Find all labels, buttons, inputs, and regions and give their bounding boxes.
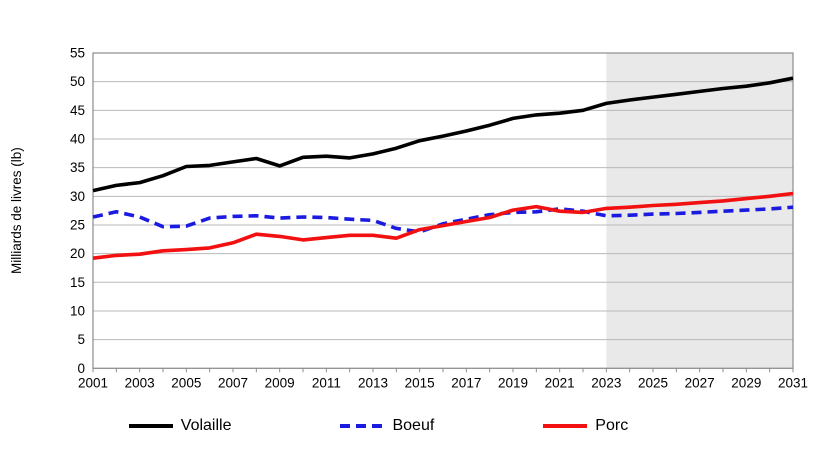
legend-label: Boeuf: [392, 417, 435, 434]
x-tick-label: 2007: [218, 375, 248, 390]
x-tick-label: 2005: [171, 375, 201, 390]
x-tick-label: 2025: [638, 375, 668, 390]
y-tick-label: 45: [70, 103, 85, 118]
x-tick-label: 2019: [498, 375, 528, 390]
series-line-volaille: [92, 76, 794, 193]
x-tick-label: 2009: [265, 375, 295, 390]
x-tick-label: 2021: [545, 375, 575, 390]
series-line-porc: [92, 191, 794, 260]
y-tick-label: 30: [70, 189, 85, 204]
y-tick-label: 25: [70, 217, 85, 232]
x-tick-label: 2031: [778, 375, 808, 390]
x-tick-label: 2015: [405, 375, 435, 390]
legend-swatch-porc-line: [543, 424, 588, 428]
legend-item-porc: Porc: [542, 417, 628, 435]
x-tick-label: 2027: [685, 375, 715, 390]
x-tick-label: 2029: [731, 375, 761, 390]
y-tick-label: 55: [70, 46, 85, 61]
y-tick-label: 15: [70, 275, 85, 290]
x-tick-label: 2013: [358, 375, 388, 390]
x-tick-label: 2011: [312, 375, 341, 390]
y-tick-label: 10: [70, 303, 85, 318]
legend-item-boeuf: Boeuf: [339, 417, 434, 435]
x-tick-label: 2023: [591, 375, 621, 390]
legend-label: Volaille: [180, 417, 232, 434]
legend-label: Porc: [595, 417, 629, 434]
x-tick-label: 2017: [451, 375, 481, 390]
y-tick-label: 50: [70, 74, 85, 89]
y-tick-label: 35: [70, 160, 85, 175]
y-tick-label: 0: [77, 361, 85, 376]
y-tick-label: 5: [77, 332, 85, 347]
legend-item-volaille: Volaille: [128, 417, 232, 435]
legend-swatch-volaille-line: [128, 424, 173, 428]
x-tick-label: 2001: [78, 375, 108, 390]
y-axis-title: Milliards de livres (lb): [9, 147, 24, 274]
x-tick-label: 2003: [125, 375, 155, 390]
legend-swatch-boeuf-line: [340, 424, 385, 428]
y-tick-label: 20: [70, 246, 85, 261]
chart-legend: Volaille Boeuf Porc: [0, 406, 788, 446]
y-tick-label: 40: [70, 131, 85, 146]
